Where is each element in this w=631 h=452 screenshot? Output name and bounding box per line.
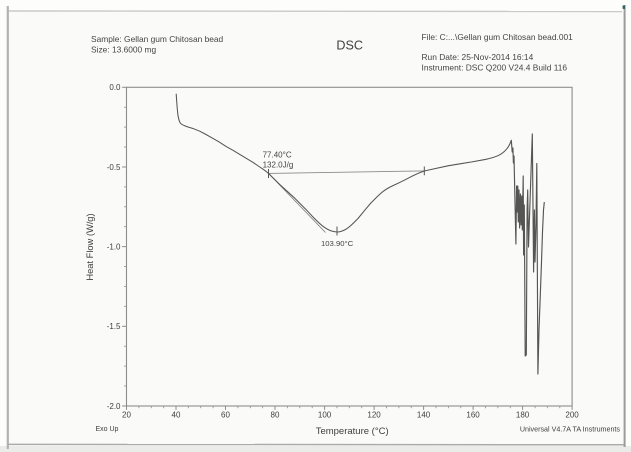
svg-text:Exo Up: Exo Up [96, 426, 119, 433]
svg-text:80: 80 [271, 411, 280, 420]
svg-text:-0.5: -0.5 [107, 163, 121, 172]
svg-text:-2.0: -2.0 [107, 402, 121, 411]
svg-text:160: 160 [466, 411, 480, 420]
svg-text:0.0: 0.0 [109, 83, 121, 92]
svg-text:77.40°C: 77.40°C [263, 150, 292, 159]
svg-text:120: 120 [367, 411, 381, 420]
svg-text:Universal V4.7A TA Instruments: Universal V4.7A TA Instruments [520, 425, 621, 433]
svg-text:-1.5: -1.5 [107, 322, 121, 331]
svg-text:Run Date: 25-Nov-2014 16:14: Run Date: 25-Nov-2014 16:14 [422, 52, 534, 62]
svg-text:DSC: DSC [336, 39, 363, 53]
svg-text:-1.0: -1.0 [107, 243, 121, 252]
svg-text:140: 140 [417, 411, 431, 420]
svg-text:40: 40 [172, 411, 181, 420]
svg-text:180: 180 [516, 411, 530, 420]
svg-text:132.0J/g: 132.0J/g [263, 160, 294, 169]
svg-text:Size: 13.6000 mg: Size: 13.6000 mg [91, 44, 157, 54]
svg-text:20: 20 [122, 411, 131, 420]
svg-text:103.90°C: 103.90°C [321, 239, 354, 248]
svg-text:100: 100 [318, 411, 332, 420]
svg-text:Heat Flow (W/g): Heat Flow (W/g) [85, 213, 95, 280]
svg-text:Sample: Gellan gum Chitosan be: Sample: Gellan gum Chitosan bead [91, 34, 224, 44]
svg-text:Instrument: DSC Q200 V24.4 Bui: Instrument: DSC Q200 V24.4 Build 116 [422, 62, 568, 72]
svg-text:60: 60 [221, 411, 230, 420]
svg-text:File: C:...\Gellan gum Chitosa: File: C:...\Gellan gum Chitosan bead.001 [422, 32, 574, 42]
svg-text:200: 200 [565, 411, 579, 420]
svg-text:Temperature (°C): Temperature (°C) [316, 426, 389, 437]
